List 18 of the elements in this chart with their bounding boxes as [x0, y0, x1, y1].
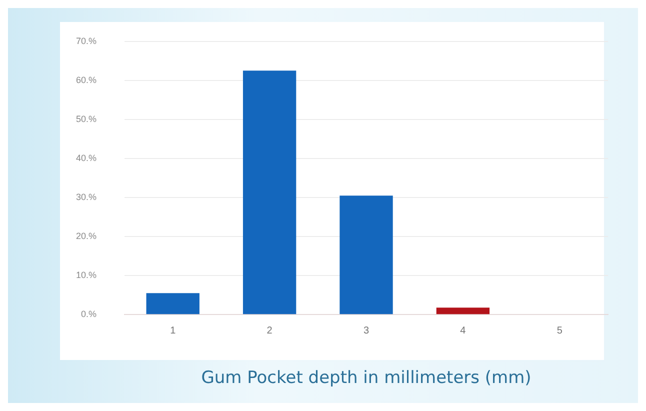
y-tick-label: 10.%	[76, 270, 97, 280]
bar	[436, 308, 490, 314]
y-tick-label: 40.%	[76, 152, 97, 163]
y-tick-label: 0.%	[81, 309, 97, 320]
x-axis-title: Gum Pocket depth in millimeters (mm)	[201, 368, 532, 388]
x-tick-label: 3	[363, 325, 370, 336]
bar	[146, 293, 200, 314]
y-tick-label: 60.%	[76, 74, 97, 85]
bar	[340, 196, 393, 314]
x-tick-label: 5	[556, 325, 563, 336]
y-tick-label: 20.%	[76, 231, 97, 242]
x-tick-label: 4	[460, 325, 466, 336]
y-tick-label: 50.%	[76, 114, 97, 124]
y-tick-label: 30.%	[76, 192, 97, 202]
y-tick-label: 70.%	[76, 36, 97, 46]
bar	[242, 70, 296, 314]
x-tick-label: 2	[266, 325, 273, 336]
x-tick-label: 1	[170, 325, 176, 336]
